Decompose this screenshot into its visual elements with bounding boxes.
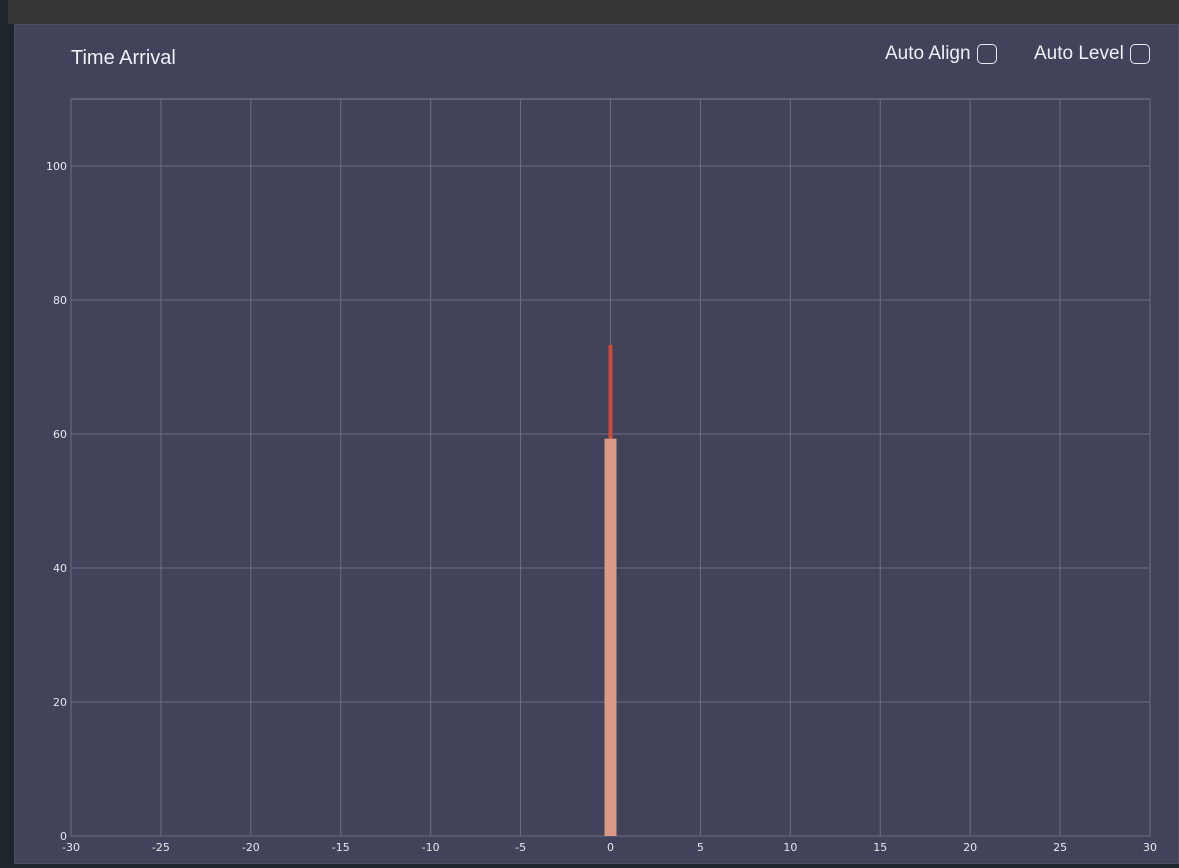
- x-tick-label: -25: [152, 841, 170, 854]
- x-tick-label: -15: [332, 841, 350, 854]
- auto-align-checkbox[interactable]: [976, 44, 997, 64]
- x-tick-label: 20: [963, 841, 977, 854]
- y-tick-label: 100: [46, 160, 67, 173]
- x-tick-label: 25: [1053, 841, 1067, 854]
- x-tick-label: -10: [422, 841, 440, 854]
- auto-level-checkbox[interactable]: [1129, 44, 1150, 64]
- auto-align-toggle[interactable]: Auto Align: [885, 43, 997, 65]
- window-topbar: [8, 0, 1179, 24]
- bar: [604, 438, 617, 836]
- y-tick-label: 20: [53, 696, 67, 709]
- time-arrival-panel: Time Arrival Auto Align Auto Level: [14, 24, 1179, 864]
- x-tick-label: 0: [607, 841, 614, 854]
- auto-align-label: Auto Align: [885, 43, 971, 64]
- y-tick-label: 60: [53, 428, 67, 441]
- auto-level-label: Auto Level: [1034, 43, 1124, 64]
- y-tick-label: 40: [53, 562, 67, 575]
- y-tick-label: 0: [60, 830, 67, 843]
- panel-title: Time Arrival: [71, 47, 176, 69]
- x-tick-label: 30: [1143, 841, 1157, 854]
- x-tick-label: -30: [62, 841, 80, 854]
- auto-level-toggle[interactable]: Auto Level: [1034, 43, 1150, 65]
- x-tick-label: 10: [783, 841, 797, 854]
- x-tick-label: -5: [515, 841, 526, 854]
- x-tick-label: 5: [697, 841, 704, 854]
- x-tick-label: 15: [873, 841, 887, 854]
- y-tick-label: 80: [53, 294, 67, 307]
- x-tick-label: -20: [242, 841, 260, 854]
